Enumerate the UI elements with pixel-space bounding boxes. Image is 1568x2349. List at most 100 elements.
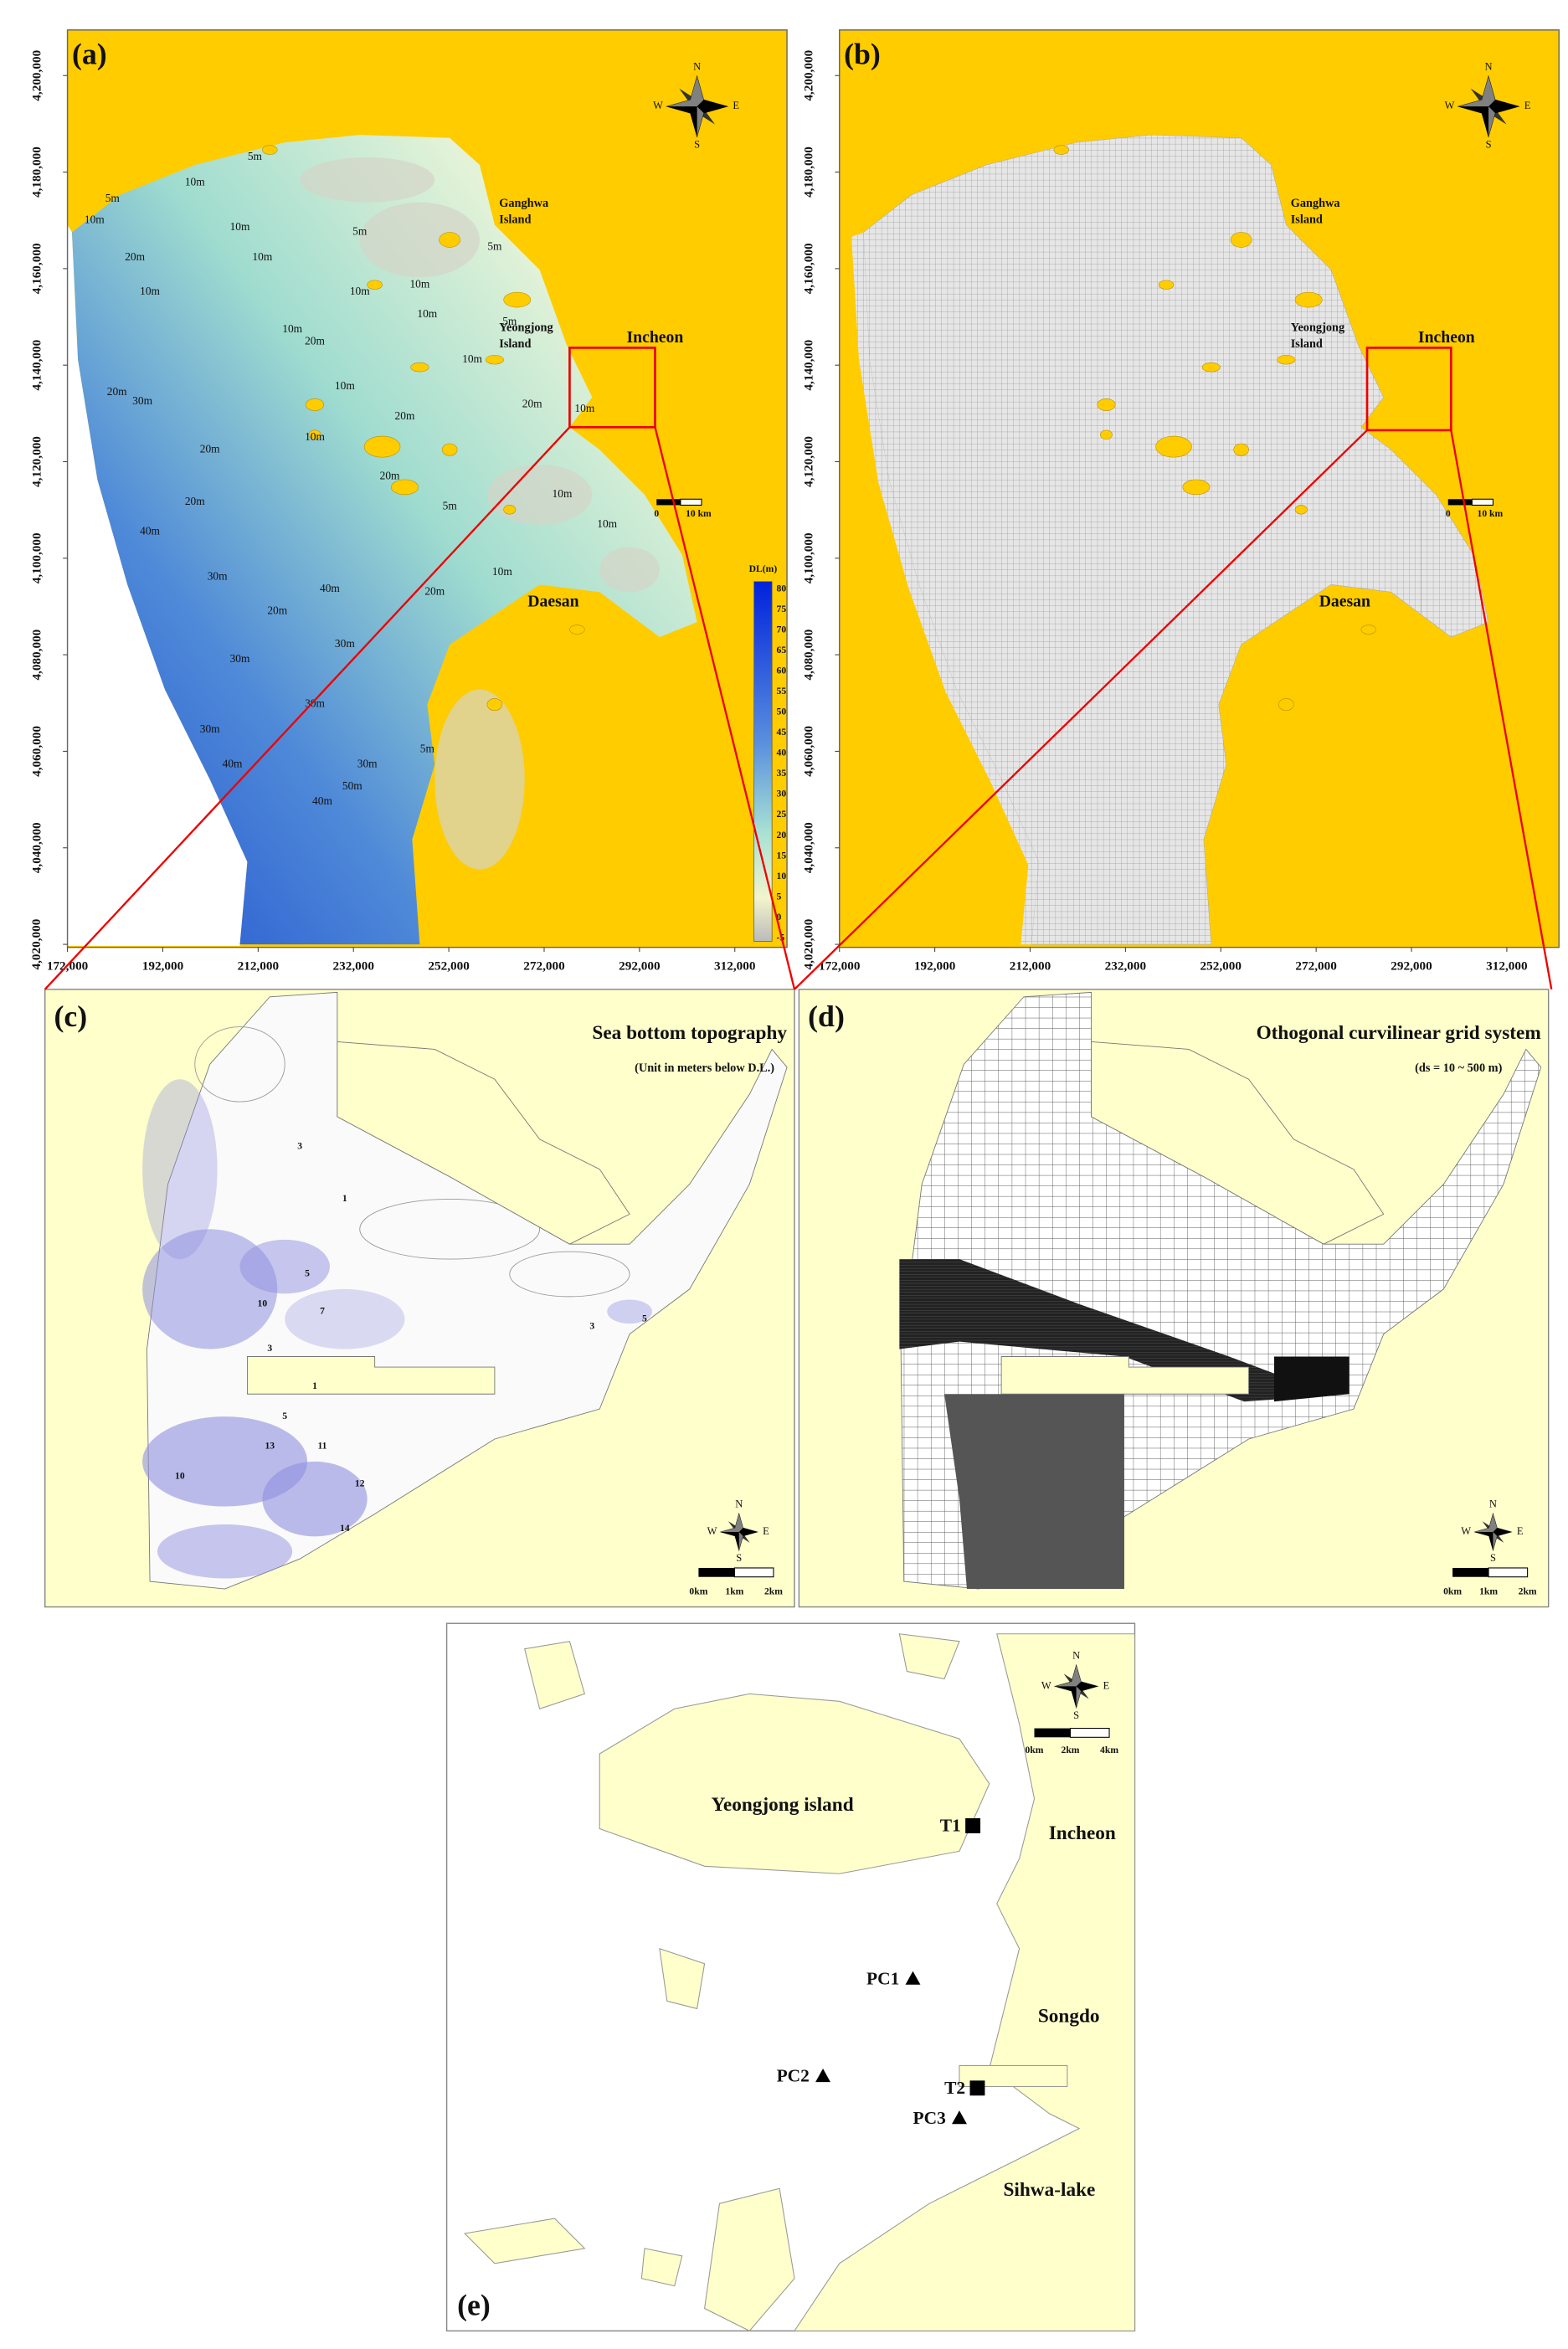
y-tick-label: 4,100,000 (801, 532, 815, 583)
colorbar-label: 80 (777, 583, 787, 594)
sea-area (147, 991, 788, 1590)
y-tick-label: 4,060,000 (801, 726, 815, 777)
place-name: Daesan (1319, 592, 1370, 610)
scale-label: 0km (1443, 1586, 1462, 1596)
scale-label: 2km (1519, 1586, 1537, 1596)
compass-label: W (1461, 1525, 1471, 1537)
colorbar-label: 35 (777, 768, 787, 779)
y-tick-label: 4,040,000 (29, 822, 44, 873)
depth-label: 30m (208, 569, 228, 582)
compass-label: E (1103, 1679, 1110, 1691)
figure-body: (a) N S W E Ganghwa Island Yeongjong Island Inche… (29, 29, 1560, 2332)
panel-title: Othogonal curvilinear grid system (1257, 1022, 1541, 1044)
station-marker (815, 2069, 830, 2083)
island (1278, 698, 1294, 712)
contour-label: 3 (297, 1140, 302, 1151)
scale-bar (733, 1567, 774, 1578)
depth-label: 20m (125, 250, 145, 263)
depth-shading (285, 1288, 405, 1349)
island (569, 625, 585, 635)
contour-label: 11 (317, 1441, 326, 1452)
zoom-box (1365, 347, 1452, 432)
compass-label: S (1073, 1709, 1079, 1721)
y-tick-label: 4,180,000 (801, 146, 815, 198)
compass-label: E (1524, 100, 1531, 111)
island (410, 362, 429, 373)
colorbar-label: -5 (777, 932, 785, 943)
x-tick-label: 232,000 (332, 959, 374, 973)
depth-label: 20m (395, 409, 415, 422)
depth-label: 5m (352, 225, 368, 238)
place-name: Yeongjong island (712, 1794, 854, 1816)
colorbar-label: 60 (777, 666, 787, 676)
scale-bar (1452, 1567, 1489, 1577)
colorbar-label: 55 (777, 686, 787, 696)
depth-label: 10m (417, 307, 437, 320)
depth-label: 10m (85, 213, 105, 225)
place-name: Incheon (1418, 328, 1475, 347)
contour-label: 1 (312, 1380, 317, 1391)
depth-label: 30m (335, 637, 355, 650)
tidal-flat (599, 547, 660, 593)
colorbar-label: 70 (777, 624, 787, 635)
colorbar-label: 0 (777, 912, 782, 923)
place-name: Ganghwa (1291, 197, 1340, 210)
depth-label: 40m (140, 525, 160, 537)
compass-label: E (733, 100, 739, 111)
map-frame (66, 29, 788, 948)
depth-label: 40m (312, 794, 332, 807)
scale-label: 4km (1100, 1745, 1118, 1755)
panel-subtitle: (Unit in meters below D.L.) (635, 1061, 774, 1075)
contour-label: 1 (342, 1193, 347, 1204)
y-tick-label: 4,020,000 (801, 918, 815, 969)
station-label: T1 (940, 1816, 961, 1836)
depth-label: 20m (522, 398, 542, 410)
x-tick-label: 172,000 (819, 959, 861, 973)
depth-label: 20m (185, 495, 205, 507)
island (1182, 479, 1211, 496)
island (262, 145, 278, 155)
colorbar-label: 20 (777, 830, 787, 840)
zoom-box (568, 347, 656, 429)
compass-label: S (1490, 1552, 1496, 1564)
bridge (247, 1356, 496, 1395)
land (524, 1641, 585, 1709)
scale-bar (1471, 498, 1493, 506)
place-name: Island (1291, 337, 1323, 351)
station-label: PC3 (913, 2108, 946, 2128)
compass-label: W (1041, 1679, 1051, 1691)
land (898, 1633, 960, 1680)
scale-label: 0 (654, 508, 659, 519)
compass-label: W (1445, 100, 1455, 111)
panel-label: (d) (808, 1000, 845, 1033)
y-tick-label: 4,080,000 (801, 629, 815, 680)
compass-label: N (1489, 1498, 1497, 1510)
colorbar-label: 10 (777, 871, 787, 882)
x-tick-label: 192,000 (914, 959, 956, 973)
scale-label: 1km (1479, 1586, 1498, 1596)
dense-grid (899, 1259, 1308, 1402)
island (1100, 429, 1113, 439)
island (1230, 232, 1252, 248)
grid-extension (851, 232, 1039, 945)
compass-label: W (653, 100, 663, 111)
y-tick-label: 4,160,000 (29, 243, 44, 294)
place-name: Songdo (1038, 2005, 1100, 2027)
island (1294, 505, 1308, 515)
compass-label: E (1517, 1525, 1524, 1537)
contour-label: 3 (267, 1343, 272, 1354)
depth-label: 5m (487, 240, 502, 253)
station-marker (969, 2080, 985, 2096)
scale-bar (680, 498, 702, 506)
colorbar-label: 5 (777, 891, 782, 902)
y-tick-label: 4,020,000 (29, 918, 44, 969)
land (640, 2248, 683, 2287)
station-marker (905, 1971, 921, 1985)
dense-grid (944, 1394, 1124, 1590)
depth-label: 30m (200, 722, 220, 735)
scale-label: 10 km (1478, 508, 1504, 519)
colorbar-title: DL(m) (749, 563, 778, 574)
y-tick-label: 4,200,000 (801, 49, 815, 100)
island (1360, 625, 1377, 635)
island (1155, 435, 1192, 458)
